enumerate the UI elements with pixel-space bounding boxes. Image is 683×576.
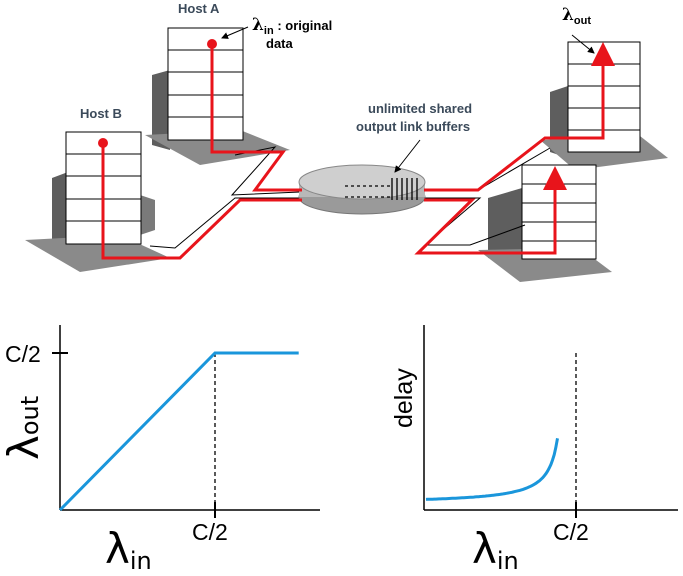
host-d-computer xyxy=(478,165,612,282)
y-axis-label: delay xyxy=(390,368,418,428)
x-axis-label: λin xyxy=(472,524,519,575)
delay-chart: C/2 delay λin xyxy=(390,325,678,575)
host-b-source-dot xyxy=(98,138,108,148)
throughput-series xyxy=(60,353,299,510)
lambda-in-label: λin : original xyxy=(252,15,332,37)
x-tick-label: C/2 xyxy=(553,519,589,545)
x-axis-label: λin xyxy=(105,524,152,575)
y-tick-label: C/2 xyxy=(5,341,41,367)
buffer-label-line2: output link buffers xyxy=(356,119,470,134)
host-b-label: Host B xyxy=(80,106,122,121)
lambda-out-label: λout xyxy=(562,5,591,27)
delay-series xyxy=(426,438,558,499)
y-axis-label: λout xyxy=(0,396,48,460)
buffer-label-line1: unlimited shared xyxy=(368,101,472,116)
router xyxy=(299,165,425,214)
x-tick-label: C/2 xyxy=(192,519,228,545)
network-diagram: Host A Host B λin : original data λout u… xyxy=(25,1,668,282)
host-a-source-dot xyxy=(207,39,217,49)
host-a-label: Host A xyxy=(178,1,220,16)
throughput-chart: C/2 C/2 λout λin xyxy=(0,325,320,575)
lambda-in-desc: data xyxy=(266,36,294,51)
buffer-pointer xyxy=(395,140,420,172)
host-b-computer xyxy=(25,132,170,272)
